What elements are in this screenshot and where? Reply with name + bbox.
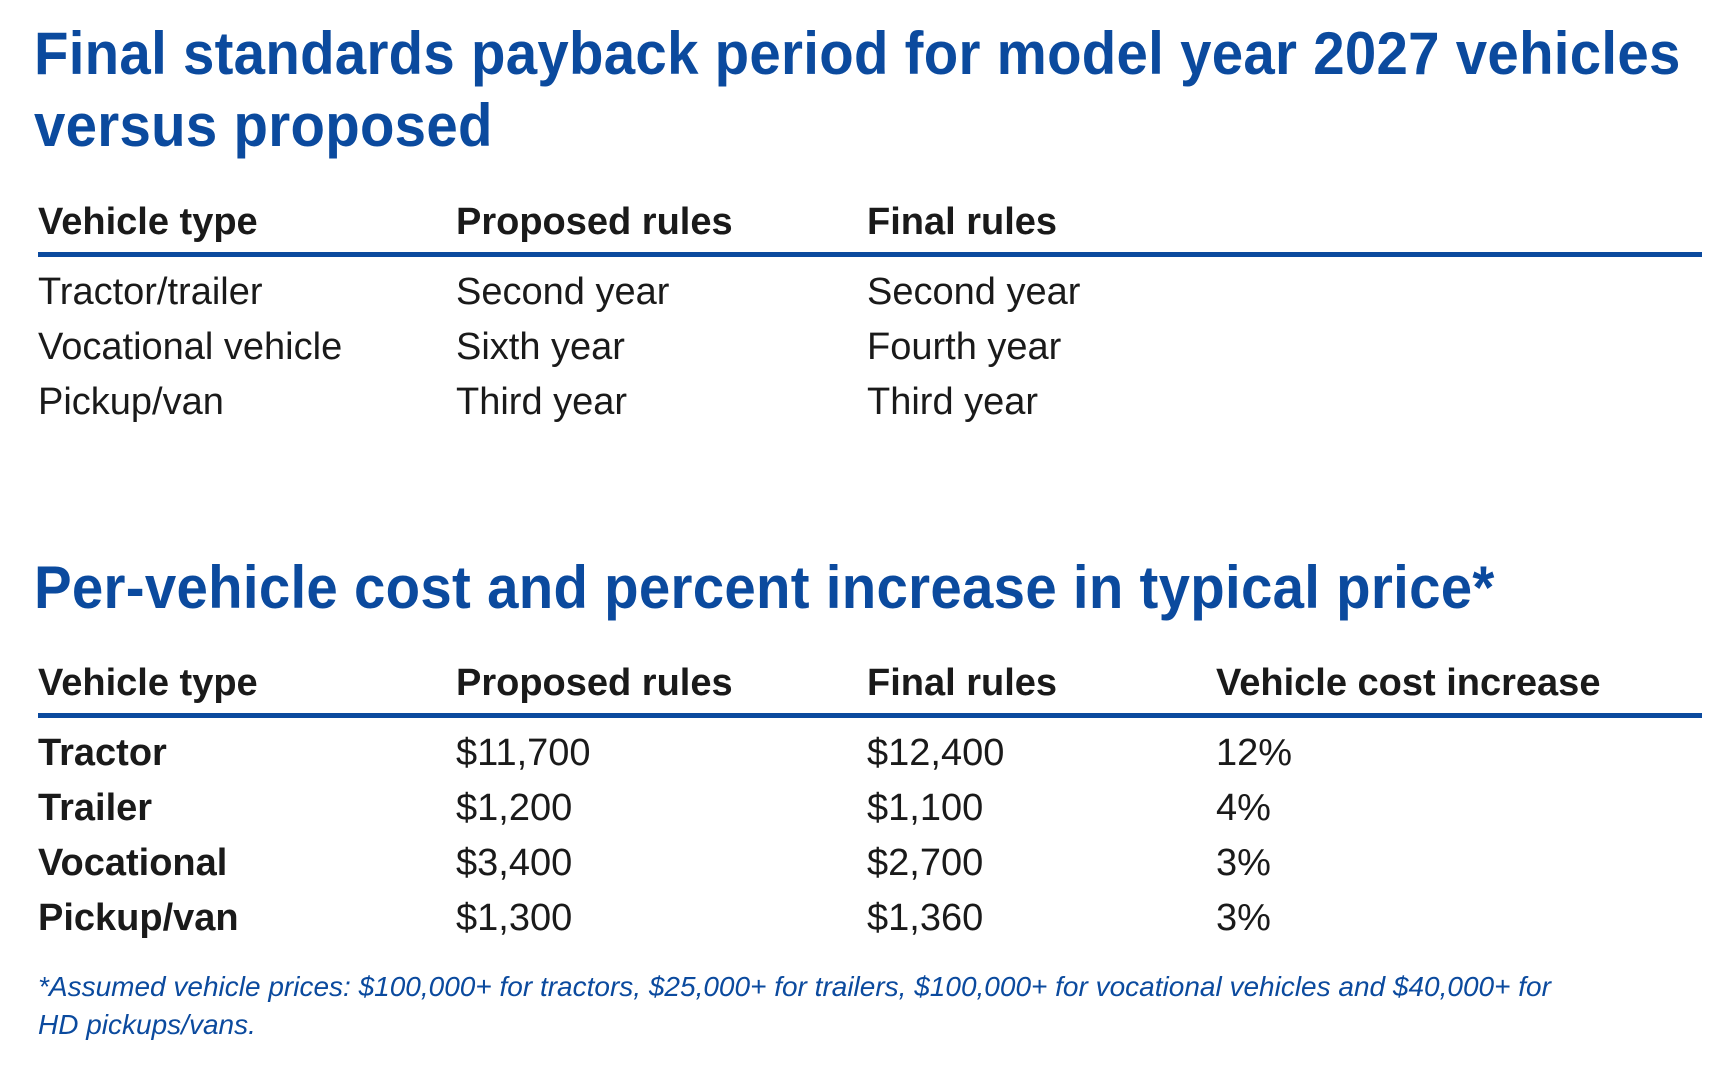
vehicle-type-cell: Vocational	[38, 842, 228, 884]
cost-table: Vehicle type Proposed rules Final rules …	[38, 655, 1702, 946]
table-row: Vocational $3,400 $2,700 3%	[38, 836, 1702, 891]
payback-header-vehicle-type: Vehicle type	[38, 201, 258, 243]
vehicle-type-cell: Pickup/van	[38, 897, 239, 939]
proposed-cost-cell: $1,300	[456, 897, 573, 939]
cost-header-final-rules: Final rules	[867, 662, 1058, 704]
payback-title-line1: Final standards payback period for model…	[34, 20, 1681, 87]
table-row: Tractor/trailer Second year Second year	[38, 265, 1702, 320]
cost-increase-cell: 12%	[1216, 732, 1293, 774]
proposed-cost-cell: $1,200	[456, 787, 573, 829]
payback-title-line2: versus proposed	[34, 92, 493, 159]
payback-section-title: Final standards payback period for model…	[34, 18, 1681, 162]
footnote-line1: *Assumed vehicle prices: $100,000+ for t…	[38, 971, 1551, 1002]
payback-header-final-rules: Final rules	[867, 201, 1058, 243]
footnote-line2: HD pickups/vans.	[38, 1009, 256, 1040]
cost-header-vehicle-cost-increase: Vehicle cost increase	[1216, 662, 1601, 704]
final-cost-cell: $2,700	[867, 842, 984, 884]
cost-increase-cell: 3%	[1216, 897, 1271, 939]
final-rules-cell: Fourth year	[867, 326, 1062, 368]
cost-increase-cell: 4%	[1216, 787, 1271, 829]
proposed-rules-cell: Second year	[456, 271, 670, 313]
final-cost-cell: $1,360	[867, 897, 984, 939]
cost-header-vehicle-type: Vehicle type	[38, 662, 258, 704]
final-cost-cell: $1,100	[867, 787, 984, 829]
proposed-cost-cell: $3,400	[456, 842, 573, 884]
table-row: Pickup/van Third year Third year	[38, 375, 1702, 430]
payback-table-header: Vehicle type Proposed rules Final rules	[38, 194, 1702, 257]
table-row: Trailer $1,200 $1,100 4%	[38, 781, 1702, 836]
price-assumption-footnote: *Assumed vehicle prices: $100,000+ for t…	[38, 968, 1678, 1044]
vehicle-type-cell: Tractor	[38, 732, 167, 774]
table-row: Tractor $11,700 $12,400 12%	[38, 726, 1702, 781]
vehicle-type-cell: Tractor/trailer	[38, 271, 263, 313]
vehicle-type-cell: Vocational vehicle	[38, 326, 343, 368]
vehicle-type-cell: Trailer	[38, 787, 153, 829]
cost-header-proposed-rules: Proposed rules	[456, 662, 733, 704]
vehicle-type-cell: Pickup/van	[38, 381, 224, 423]
cost-increase-cell: 3%	[1216, 842, 1271, 884]
table-row: Vocational vehicle Sixth year Fourth yea…	[38, 320, 1702, 375]
table-row: Pickup/van $1,300 $1,360 3%	[38, 891, 1702, 946]
proposed-rules-cell: Sixth year	[456, 326, 625, 368]
final-rules-cell: Third year	[867, 381, 1039, 423]
proposed-cost-cell: $11,700	[456, 732, 591, 774]
final-rules-cell: Second year	[867, 271, 1081, 313]
payback-header-proposed-rules: Proposed rules	[456, 201, 733, 243]
cost-section-title: Per-vehicle cost and percent increase in…	[34, 554, 1495, 621]
cost-table-header: Vehicle type Proposed rules Final rules …	[38, 655, 1702, 718]
payback-table: Vehicle type Proposed rules Final rules …	[38, 194, 1702, 430]
proposed-rules-cell: Third year	[456, 381, 628, 423]
final-cost-cell: $12,400	[867, 732, 1005, 774]
